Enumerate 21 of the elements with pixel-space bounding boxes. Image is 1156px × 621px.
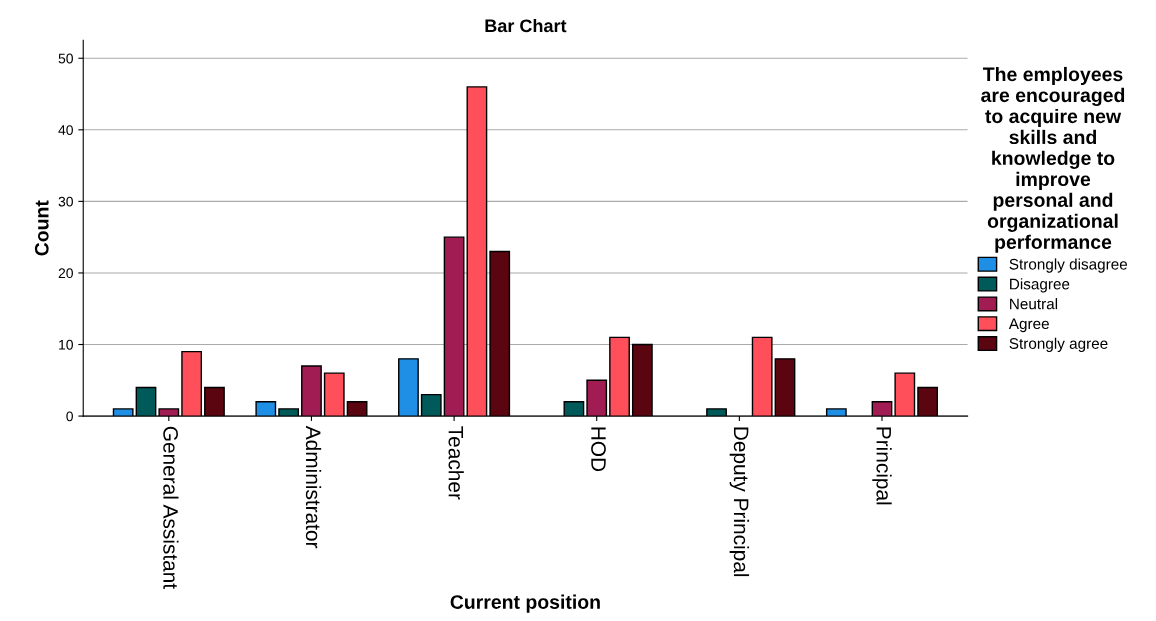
x-tick-label: Teacher [448, 426, 464, 500]
y-tick-label: 50 [58, 53, 73, 64]
y-tick-label: 40 [58, 125, 73, 135]
x-tick-label: Principal [872, 427, 892, 505]
text: The employees are encouraged to acquire new skills and knowledge to improve personal and organizational performance [981, 66, 1125, 253]
x-tick-label: Administrator [305, 425, 322, 549]
legend-label: Neutral [1010, 298, 1058, 310]
legend-label: Agree [1008, 318, 1049, 333]
legend-label: Strongly agree [1009, 337, 1108, 352]
y-tick-label: 10 [59, 339, 73, 350]
x-axis-title: Current position [450, 594, 600, 613]
y-tick-label: 20 [58, 268, 73, 279]
x-tick-label: General Assistant [163, 426, 179, 589]
y-tick-label: 0 [66, 411, 73, 422]
legend-label: Strongly disagree [1009, 258, 1128, 273]
y-tick-label: 30 [58, 196, 73, 207]
x-tick-label: Deputy Principal [729, 427, 750, 577]
x-tick-label: HOD [591, 427, 606, 472]
legend-label: Disagree [1010, 278, 1070, 293]
chart-title: Bar Chart [485, 18, 567, 33]
y-axis-title: Count [34, 200, 49, 256]
